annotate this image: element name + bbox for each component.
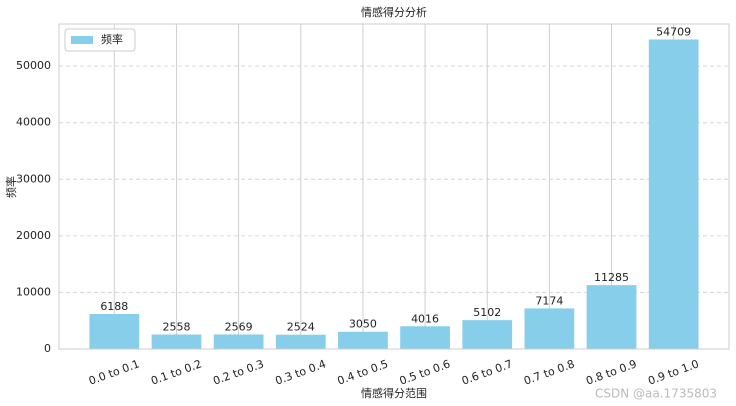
bar [586, 285, 637, 349]
y-tick-label: 40000 [16, 116, 51, 129]
bar [524, 308, 575, 349]
chart-title: 情感得分分析 [361, 5, 427, 19]
data-label: 4016 [411, 312, 439, 325]
legend-swatch [71, 36, 93, 44]
data-label: 5102 [473, 306, 501, 319]
data-label: 7174 [535, 294, 563, 307]
bar [648, 39, 699, 350]
x-axis-label: 情感得分范围 [361, 386, 427, 400]
data-label: 3050 [349, 318, 377, 331]
x-tick-label: 0.0 to 0.1 [87, 357, 141, 387]
y-tick-label: 20000 [16, 229, 51, 242]
y-tick-label: 50000 [16, 59, 51, 72]
data-label: 54709 [656, 25, 691, 38]
x-tick-label: 0.3 to 0.4 [273, 357, 327, 387]
bar [275, 334, 326, 349]
bar [462, 320, 513, 349]
y-tick-label: 30000 [16, 172, 51, 185]
bar [89, 313, 140, 349]
bar [400, 326, 450, 349]
x-tick-label: 0.9 to 1.0 [646, 357, 700, 387]
x-tick-label: 0.6 to 0.7 [460, 357, 514, 387]
watermark: CSDN @aa.1735803 [595, 387, 717, 401]
bar [338, 331, 388, 349]
y-axis-label: 频率 [4, 176, 18, 198]
data-label: 11285 [594, 271, 629, 284]
x-tick-label: 0.7 to 0.8 [522, 357, 576, 387]
x-tick-label: 0.1 to 0.2 [149, 357, 203, 387]
legend-box [64, 28, 136, 52]
data-label: 2558 [162, 321, 190, 334]
data-label: 2569 [225, 320, 253, 333]
plot-frame [58, 23, 730, 350]
y-tick-label: 0 [44, 342, 51, 355]
y-tick-label: 10000 [16, 285, 51, 298]
data-label: 6188 [100, 300, 128, 313]
x-tick-label: 0.4 to 0.5 [336, 357, 390, 387]
x-tick-label: 0.2 to 0.3 [211, 357, 265, 387]
data-label: 2524 [287, 321, 315, 334]
bar [213, 334, 264, 349]
bar [151, 334, 202, 349]
x-tick-label: 0.8 to 0.9 [584, 357, 638, 387]
x-tick-label: 0.5 to 0.6 [398, 357, 452, 387]
legend-label: 频率 [101, 32, 123, 46]
